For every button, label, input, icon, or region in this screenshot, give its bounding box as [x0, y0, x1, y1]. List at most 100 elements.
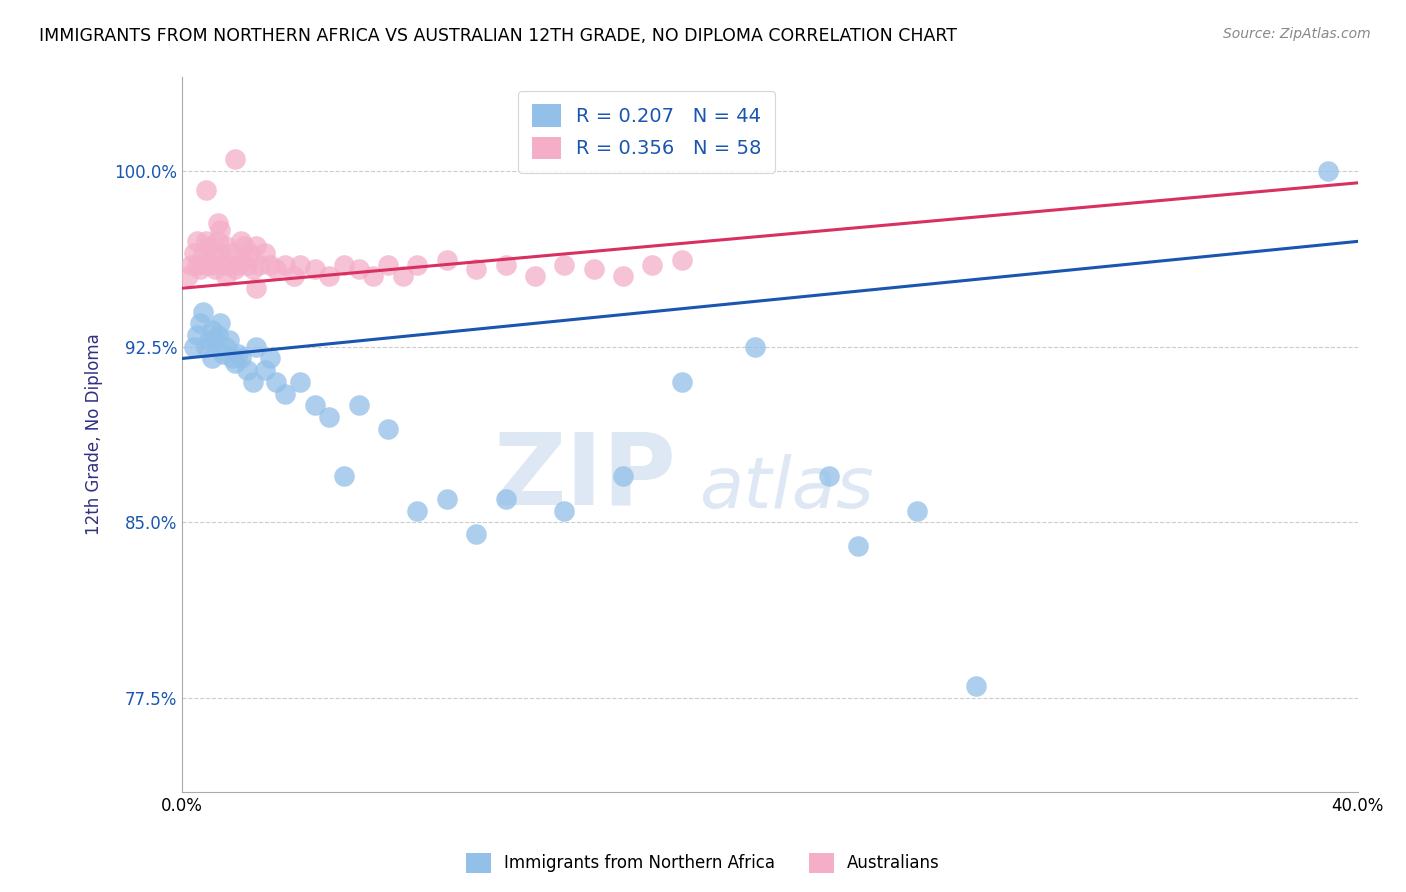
Point	[204, 333, 226, 347]
Point	[209, 246, 232, 260]
Point	[191, 304, 214, 318]
Point	[245, 239, 267, 253]
Point	[201, 351, 224, 366]
Point	[204, 262, 226, 277]
Point	[186, 258, 208, 272]
Point	[612, 468, 634, 483]
Point	[266, 375, 288, 389]
Point	[186, 328, 208, 343]
Point	[194, 235, 217, 249]
Text: atlas: atlas	[700, 454, 875, 523]
Point	[465, 527, 488, 541]
Point	[288, 375, 311, 389]
Point	[224, 262, 246, 277]
Point	[194, 183, 217, 197]
Point	[236, 258, 259, 272]
Point	[361, 269, 384, 284]
Point	[186, 235, 208, 249]
Point	[229, 351, 252, 366]
Point	[377, 258, 399, 272]
Point	[224, 356, 246, 370]
Point	[253, 246, 276, 260]
Point	[212, 347, 235, 361]
Point	[288, 258, 311, 272]
Point	[406, 258, 429, 272]
Text: ZIP: ZIP	[494, 429, 676, 526]
Point	[266, 262, 288, 277]
Point	[553, 504, 575, 518]
Point	[207, 328, 229, 343]
Point	[671, 253, 693, 268]
Point	[221, 246, 243, 260]
Point	[177, 269, 200, 284]
Legend: R = 0.207   N = 44, R = 0.356   N = 58: R = 0.207 N = 44, R = 0.356 N = 58	[517, 91, 775, 172]
Point	[207, 216, 229, 230]
Point	[259, 258, 281, 272]
Point	[215, 269, 238, 284]
Point	[226, 347, 249, 361]
Point	[283, 269, 305, 284]
Y-axis label: 12th Grade, No Diploma: 12th Grade, No Diploma	[86, 334, 103, 535]
Point	[194, 258, 217, 272]
Point	[377, 422, 399, 436]
Point	[245, 340, 267, 354]
Point	[209, 222, 232, 236]
Point	[612, 269, 634, 284]
Point	[207, 235, 229, 249]
Legend: Immigrants from Northern Africa, Australians: Immigrants from Northern Africa, Austral…	[460, 847, 946, 880]
Point	[191, 246, 214, 260]
Point	[671, 375, 693, 389]
Point	[197, 239, 219, 253]
Point	[247, 258, 270, 272]
Point	[259, 351, 281, 366]
Point	[242, 375, 264, 389]
Point	[229, 235, 252, 249]
Point	[495, 491, 517, 506]
Point	[465, 262, 488, 277]
Point	[495, 258, 517, 272]
Point	[201, 258, 224, 272]
Point	[194, 340, 217, 354]
Point	[347, 398, 370, 412]
Point	[641, 258, 664, 272]
Point	[905, 504, 928, 518]
Point	[333, 468, 356, 483]
Point	[846, 539, 869, 553]
Point	[347, 262, 370, 277]
Point	[201, 323, 224, 337]
Point	[242, 262, 264, 277]
Point	[523, 269, 546, 284]
Point	[183, 246, 205, 260]
Point	[201, 246, 224, 260]
Point	[215, 239, 238, 253]
Point	[391, 269, 413, 284]
Point	[224, 153, 246, 167]
Point	[318, 409, 340, 424]
Point	[226, 258, 249, 272]
Point	[274, 258, 297, 272]
Point	[1317, 164, 1340, 178]
Point	[965, 679, 987, 693]
Point	[212, 258, 235, 272]
Point	[436, 253, 458, 268]
Point	[239, 246, 262, 260]
Point	[817, 468, 839, 483]
Point	[274, 386, 297, 401]
Point	[180, 258, 202, 272]
Point	[233, 239, 256, 253]
Point	[218, 258, 240, 272]
Point	[188, 262, 211, 277]
Point	[245, 281, 267, 295]
Point	[304, 398, 326, 412]
Point	[209, 316, 232, 330]
Text: Source: ZipAtlas.com: Source: ZipAtlas.com	[1223, 27, 1371, 41]
Point	[229, 253, 252, 268]
Point	[236, 363, 259, 377]
Point	[218, 333, 240, 347]
Point	[188, 316, 211, 330]
Point	[333, 258, 356, 272]
Point	[582, 262, 605, 277]
Point	[406, 504, 429, 518]
Point	[436, 491, 458, 506]
Point	[221, 351, 243, 366]
